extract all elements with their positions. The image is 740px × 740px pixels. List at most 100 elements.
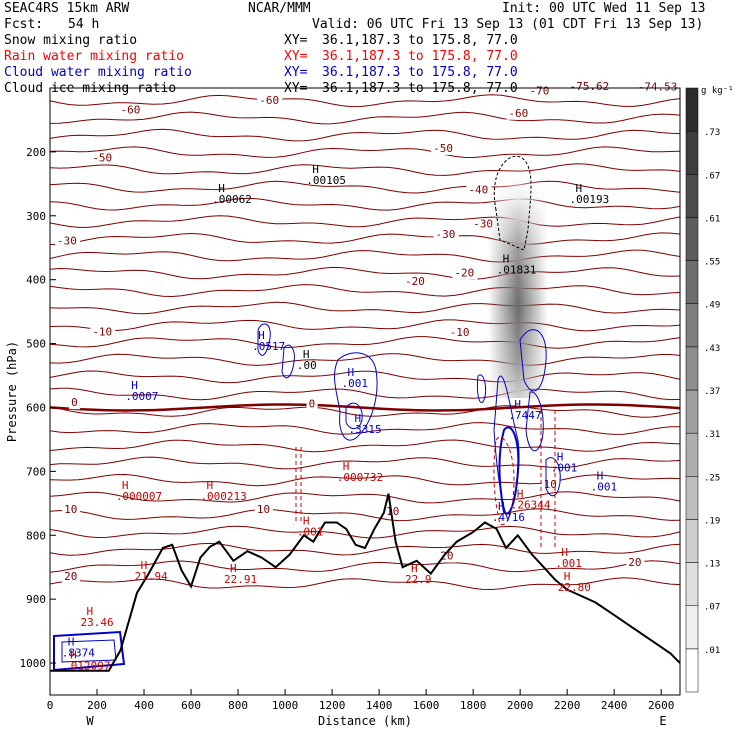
isotherm-line xyxy=(49,197,681,211)
x-tick-label: 1400 xyxy=(366,699,393,712)
max-label: H.0517 xyxy=(252,329,285,353)
colorbar-swatch xyxy=(685,519,699,563)
max-label: H.000007 xyxy=(116,479,162,503)
max-label-kind: H xyxy=(303,348,310,361)
x-tick-label: 0 xyxy=(47,699,54,712)
isotherm-line xyxy=(49,215,681,228)
isotherm-line xyxy=(49,111,681,125)
max-label-kind: H xyxy=(597,470,604,483)
colorbar-label: .31 xyxy=(704,430,720,440)
isotherm-label: -50 xyxy=(92,151,112,164)
y-tick-label: 600 xyxy=(26,401,46,414)
isotherm-label-bg xyxy=(62,504,81,516)
isotherm-line xyxy=(49,525,681,539)
max-label: H21.94 xyxy=(135,559,168,583)
x-tick-label: 400 xyxy=(134,699,154,712)
xy-value-snow: 36.1,187.3 to 175.8, 77.0 xyxy=(322,33,518,48)
max-label: H23.46 xyxy=(81,605,114,629)
max-label: H.001 xyxy=(297,514,324,538)
isotherm-label: 10 xyxy=(386,505,399,518)
xy-value-cloud-water: 36.1,187.3 to 175.8, 77.0 xyxy=(322,65,518,80)
x-tick-label: 1600 xyxy=(413,699,440,712)
colorbar-label: .37 xyxy=(704,387,720,397)
y-tick-label: 700 xyxy=(26,465,46,478)
max-label: H.00062 xyxy=(212,182,252,206)
isotherm-label-bg xyxy=(527,86,553,98)
max-label: H22.91 xyxy=(224,562,257,586)
colorbar-swatch xyxy=(685,605,699,650)
isotherm-label: 20 xyxy=(64,570,77,583)
isotherm-label: 10 xyxy=(64,503,77,516)
max-label-kind: H xyxy=(87,605,94,618)
colorbar-label: .07 xyxy=(704,603,720,613)
max-label-kind: H xyxy=(411,562,418,575)
isotherm-label: -50 xyxy=(433,142,453,155)
colorbar-swatch xyxy=(685,130,699,175)
max-label-value: .00105 xyxy=(306,174,346,187)
max-label-value: .0007 xyxy=(125,390,158,403)
max-label-kind: H xyxy=(141,559,148,572)
max-label: H.000732 xyxy=(337,460,383,484)
colorbar-label: .43 xyxy=(704,344,720,354)
isotherm-label-bg xyxy=(541,479,560,491)
colorbar-label: .55 xyxy=(704,258,720,268)
colorbar-label: .13 xyxy=(704,560,720,570)
isotherm-label: -60 xyxy=(259,94,279,107)
isotherm-label: -20 xyxy=(454,266,474,279)
y-tick-label: 300 xyxy=(26,210,46,223)
isotherm-label-bg xyxy=(62,571,81,583)
colorbar-swatch xyxy=(685,174,699,218)
isotherm-line xyxy=(49,491,681,504)
isotherm-label-bg xyxy=(452,268,478,280)
isotherm-label-bg xyxy=(431,143,457,155)
max-label: H.00193 xyxy=(570,182,610,206)
isotherm-label: -60 xyxy=(508,107,528,120)
isotherm-line xyxy=(49,301,681,315)
plot-frame xyxy=(49,87,681,696)
isotherm-label: -30 xyxy=(57,235,77,248)
max-label: H.4716 xyxy=(492,500,525,524)
max-label-value: .001 xyxy=(591,481,618,494)
colorbar-unit: g kg⁻¹ xyxy=(701,86,734,96)
max-labels: H.00062H.00105H.00193H.01831H.00H.0517H.… xyxy=(62,163,617,673)
colorbar-label: .19 xyxy=(704,516,720,526)
max-label-value: 21.94 xyxy=(135,570,168,583)
max-label-value: .000213 xyxy=(200,490,246,503)
isotherm-label-bg xyxy=(118,105,144,117)
max-label-value: .00062 xyxy=(212,193,252,206)
isotherm-label-bg xyxy=(55,236,81,248)
isotherm-label: 20 xyxy=(440,550,453,563)
isotherm-label: 10 xyxy=(544,478,557,491)
isotherm-line xyxy=(49,456,681,470)
colorbar-label: .01 xyxy=(704,646,720,656)
isotherm-label-bg xyxy=(254,504,273,516)
isotherm-label-bg xyxy=(466,185,492,197)
max-label-kind: H xyxy=(355,412,362,425)
isotherm-line xyxy=(49,577,681,591)
rain-water-contours xyxy=(295,410,556,548)
max-label-value: .000732 xyxy=(337,471,383,484)
west-label: W xyxy=(86,714,94,728)
east-label: E xyxy=(659,714,666,728)
init-time: Init: 00 UTC Wed 11 Sep 13 xyxy=(502,1,706,16)
max-label: H.26344 xyxy=(511,487,551,511)
max-label-kind: H xyxy=(206,479,213,492)
x-tick-label: 1000 xyxy=(272,699,299,712)
max-label-kind: H xyxy=(70,648,77,661)
colorbar-swatch xyxy=(685,260,699,304)
colorbar-label: .73 xyxy=(704,128,720,138)
max-label: H.7447 xyxy=(508,398,541,422)
isotherm-label-bg xyxy=(506,108,532,120)
isotherm-label-bg xyxy=(471,219,497,231)
isotherm-label-bg xyxy=(90,327,116,339)
isotherm-line xyxy=(49,542,681,556)
temperature-contours: -70-60-60-60-50-50-40-30 -30-30-20-20-10-… xyxy=(49,80,682,591)
max-label-value: .4716 xyxy=(492,511,525,524)
isotherm-line xyxy=(49,249,681,263)
max-label-kind: H xyxy=(514,398,521,411)
max-label-value: 23.46 xyxy=(81,616,114,629)
max-label-kind: H xyxy=(557,450,564,463)
max-label-value: 22.91 xyxy=(224,573,257,586)
isotherm-label-bg xyxy=(567,81,614,93)
